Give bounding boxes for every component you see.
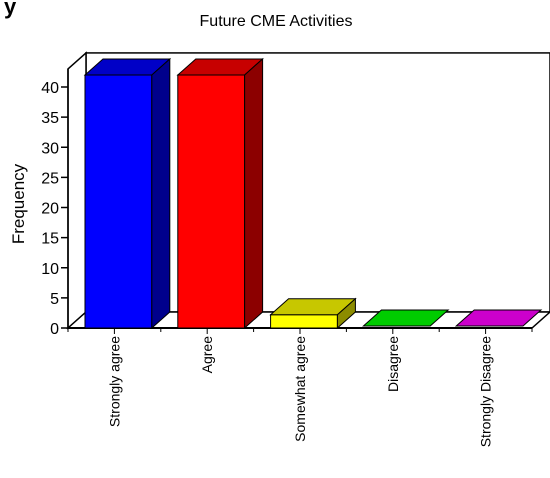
bar [454,309,543,327]
y-tick-label: 25 [41,170,59,187]
y-tick-label: 10 [41,261,59,278]
x-tick-label: Somewhat agree [292,336,308,442]
y-tick-label: 15 [41,231,59,248]
bar [84,74,153,329]
page-heading: y [4,0,17,19]
plot-area: 0 5 10 15 20 25 30 35 40 Strongly agree Agree Somew… [41,51,550,447]
y-axis-label: Frequency [9,163,28,244]
bar [270,314,338,329]
chart-title: Future CME Activities [200,13,353,30]
left-wall [67,51,87,330]
x-tick-label: Disagree [385,336,401,392]
y-tick-label: 20 [41,201,59,218]
bar [362,309,450,327]
x-tick-label: Agree [199,336,215,374]
y-tick-label: 35 [41,110,59,127]
y-tick-label: 5 [50,291,59,308]
bar-side [244,57,264,330]
y-tick-label: 0 [50,321,59,338]
x-tick-label: Strongly agree [106,336,122,427]
x-tick-label: Strongly Disagree [478,336,494,447]
bar-side [151,57,171,330]
bar [177,74,246,329]
y-tick-label: 40 [41,80,59,97]
y-tick-label: 30 [41,140,59,157]
bar-side [336,297,356,330]
